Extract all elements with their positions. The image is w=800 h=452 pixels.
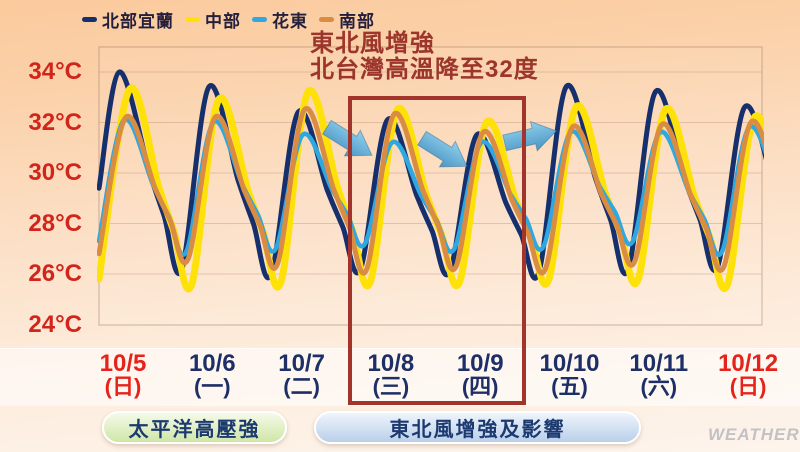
weekday-text: (日) <box>729 374 767 400</box>
date-label-10-5: 10/5 (日) <box>75 350 171 400</box>
chart-legend: 北部宜蘭 中部 花東 南部 <box>82 7 375 32</box>
date-label-10-12: 10/12 (日) <box>700 350 796 400</box>
ytick-24: 24°C <box>28 310 82 338</box>
ytick-28: 28°C <box>28 209 82 237</box>
date-label-10-7: 10/7 (二) <box>254 350 350 400</box>
weekday-text: (一) <box>193 374 231 400</box>
ytick-32: 32°C <box>28 108 82 136</box>
weekday-text: (三) <box>372 374 410 400</box>
weekday-text: (五) <box>551 374 588 400</box>
legend-swatch-icon-central <box>185 17 200 22</box>
date-label-10-8: 10/8 (三) <box>343 350 439 400</box>
legend-item-north-yilan: 北部宜蘭 <box>82 7 174 32</box>
date-text: 10/11 <box>629 350 689 377</box>
chart-annotation: 東北風增強 北台灣高溫降至32度 <box>310 31 539 82</box>
date-text: 10/8 <box>367 350 415 377</box>
date-text: 10/5 <box>99 350 147 377</box>
banner-pacific-high: 太平洋高壓強 <box>102 411 287 444</box>
series-line-south <box>97 106 764 276</box>
weekday-text: (日) <box>104 374 142 400</box>
weekday-text: (二) <box>283 374 320 400</box>
wind-arrow-icon-1 <box>322 119 373 157</box>
highlight-box-10-8-to-10-9 <box>348 96 526 405</box>
banner-northeast-wind: 東北風增強及影響 <box>314 411 641 444</box>
ytick-30: 30°C <box>28 159 82 186</box>
date-text: 10/6 <box>188 350 236 377</box>
annotation-line-2: 北台灣高溫降至32度 <box>310 55 539 83</box>
legend-label-hualien-taitung: 花東 <box>272 12 308 31</box>
legend-swatch-icon-hualien-taitung <box>252 17 267 22</box>
date-label-10-9: 10/9 (四) <box>432 350 528 400</box>
legend-item-central: 中部 <box>185 7 241 32</box>
wind-arrow-icon-2 <box>417 130 468 168</box>
date-label-10-10: 10/10 (五) <box>522 350 618 400</box>
legend-swatch-icon-north-yilan <box>82 17 97 22</box>
date-axis-strip: 10/5 (日) 10/6 (一) 10/7 (二) 10/8 (三) 10/9 (四) 10/10… <box>0 348 800 406</box>
weekday-text: (四) <box>461 374 499 400</box>
legend-item-hualien-taitung: 花東 <box>252 7 308 32</box>
date-text: 10/10 <box>539 350 600 377</box>
wind-arrow-icon-3 <box>502 120 558 152</box>
date-label-10-6: 10/6 (一) <box>164 350 260 400</box>
weather-watermark: WEATHER <box>708 425 800 444</box>
ytick-34: 34°C <box>28 58 82 85</box>
ytick-26: 26°C <box>28 260 82 287</box>
legend-item-south: 南部 <box>319 7 375 32</box>
legend-label-south: 南部 <box>339 12 375 31</box>
annotation-line-1: 東北風增強 <box>310 30 435 57</box>
date-text: 10/9 <box>456 350 504 377</box>
date-label-10-11: 10/11 (六) <box>611 350 707 400</box>
legend-label-north-yilan: 北部宜蘭 <box>102 12 174 31</box>
weekday-text: (六) <box>640 374 678 400</box>
legend-label-central: 中部 <box>205 12 241 31</box>
date-text: 10/7 <box>278 350 325 377</box>
date-text: 10/12 <box>718 350 779 377</box>
legend-swatch-icon-south <box>319 17 334 22</box>
